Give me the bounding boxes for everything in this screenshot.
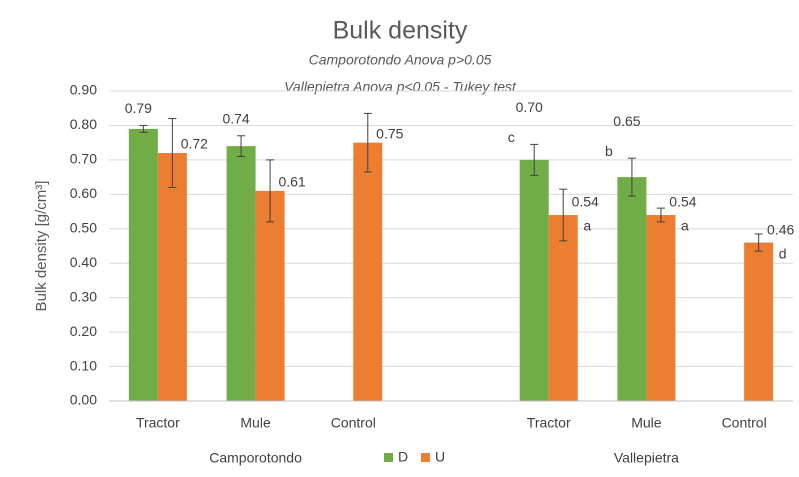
y-tick-label: 0.90: [70, 82, 97, 98]
legend-swatch: [421, 453, 430, 462]
bar: [617, 177, 647, 401]
bar: [519, 159, 549, 401]
y-tick-label: 0.70: [70, 151, 97, 167]
data-label: 0.54: [669, 194, 696, 210]
bar: [255, 190, 285, 401]
data-label: 0.79: [125, 100, 152, 116]
group-label: Vallepietra: [614, 450, 679, 466]
x-tick-label: Tractor: [136, 415, 180, 431]
data-label: 0.61: [278, 174, 305, 190]
bar: [128, 128, 158, 401]
y-tick-label: 0.50: [70, 219, 97, 235]
bar: [744, 242, 774, 401]
data-label: 0.54: [572, 194, 599, 210]
data-label: 0.74: [222, 110, 249, 126]
data-label: 0.65: [613, 113, 640, 129]
legend-label: D: [398, 449, 408, 465]
bar: [157, 153, 187, 401]
chart-subtitle: Camporotondo Anova p>0.05: [309, 52, 492, 68]
data-label: 0.72: [181, 136, 208, 152]
legend-swatch: [384, 453, 393, 462]
legend-label: U: [435, 449, 445, 465]
y-tick-label: 0.10: [70, 357, 97, 373]
x-tick-label: Mule: [631, 415, 662, 431]
data-label: 0.46: [767, 221, 794, 237]
significance-letter: a: [583, 218, 591, 234]
data-label: 0.75: [376, 125, 403, 141]
y-tick-label: 0.20: [70, 323, 97, 339]
chart-title: Bulk density: [333, 17, 468, 45]
data-label: 0.70: [516, 99, 543, 115]
x-tick-label: Control: [331, 415, 376, 431]
significance-letter: a: [681, 218, 689, 234]
y-tick-label: 0.80: [70, 116, 97, 132]
significance-letter: b: [605, 143, 613, 159]
bar: [548, 215, 578, 401]
significance-letter: c: [508, 129, 515, 145]
x-tick-label: Tractor: [527, 415, 571, 431]
y-tick-label: 0.60: [70, 185, 97, 201]
x-tick-label: Control: [722, 415, 767, 431]
bar: [226, 146, 256, 401]
x-tick-label: Mule: [240, 415, 271, 431]
chart-subtitle: Vallepietra Anova p<0.05 - Tukey test: [284, 79, 517, 95]
significance-letter: d: [779, 245, 787, 261]
bar: [646, 215, 676, 401]
bar: [353, 142, 383, 401]
y-tick-label: 0.40: [70, 254, 97, 270]
group-label: Camporotondo: [209, 450, 302, 466]
y-tick-label: 0.00: [70, 392, 97, 408]
y-axis-label: Bulk density [g/cm³]: [33, 181, 50, 312]
y-tick-label: 0.30: [70, 288, 97, 304]
